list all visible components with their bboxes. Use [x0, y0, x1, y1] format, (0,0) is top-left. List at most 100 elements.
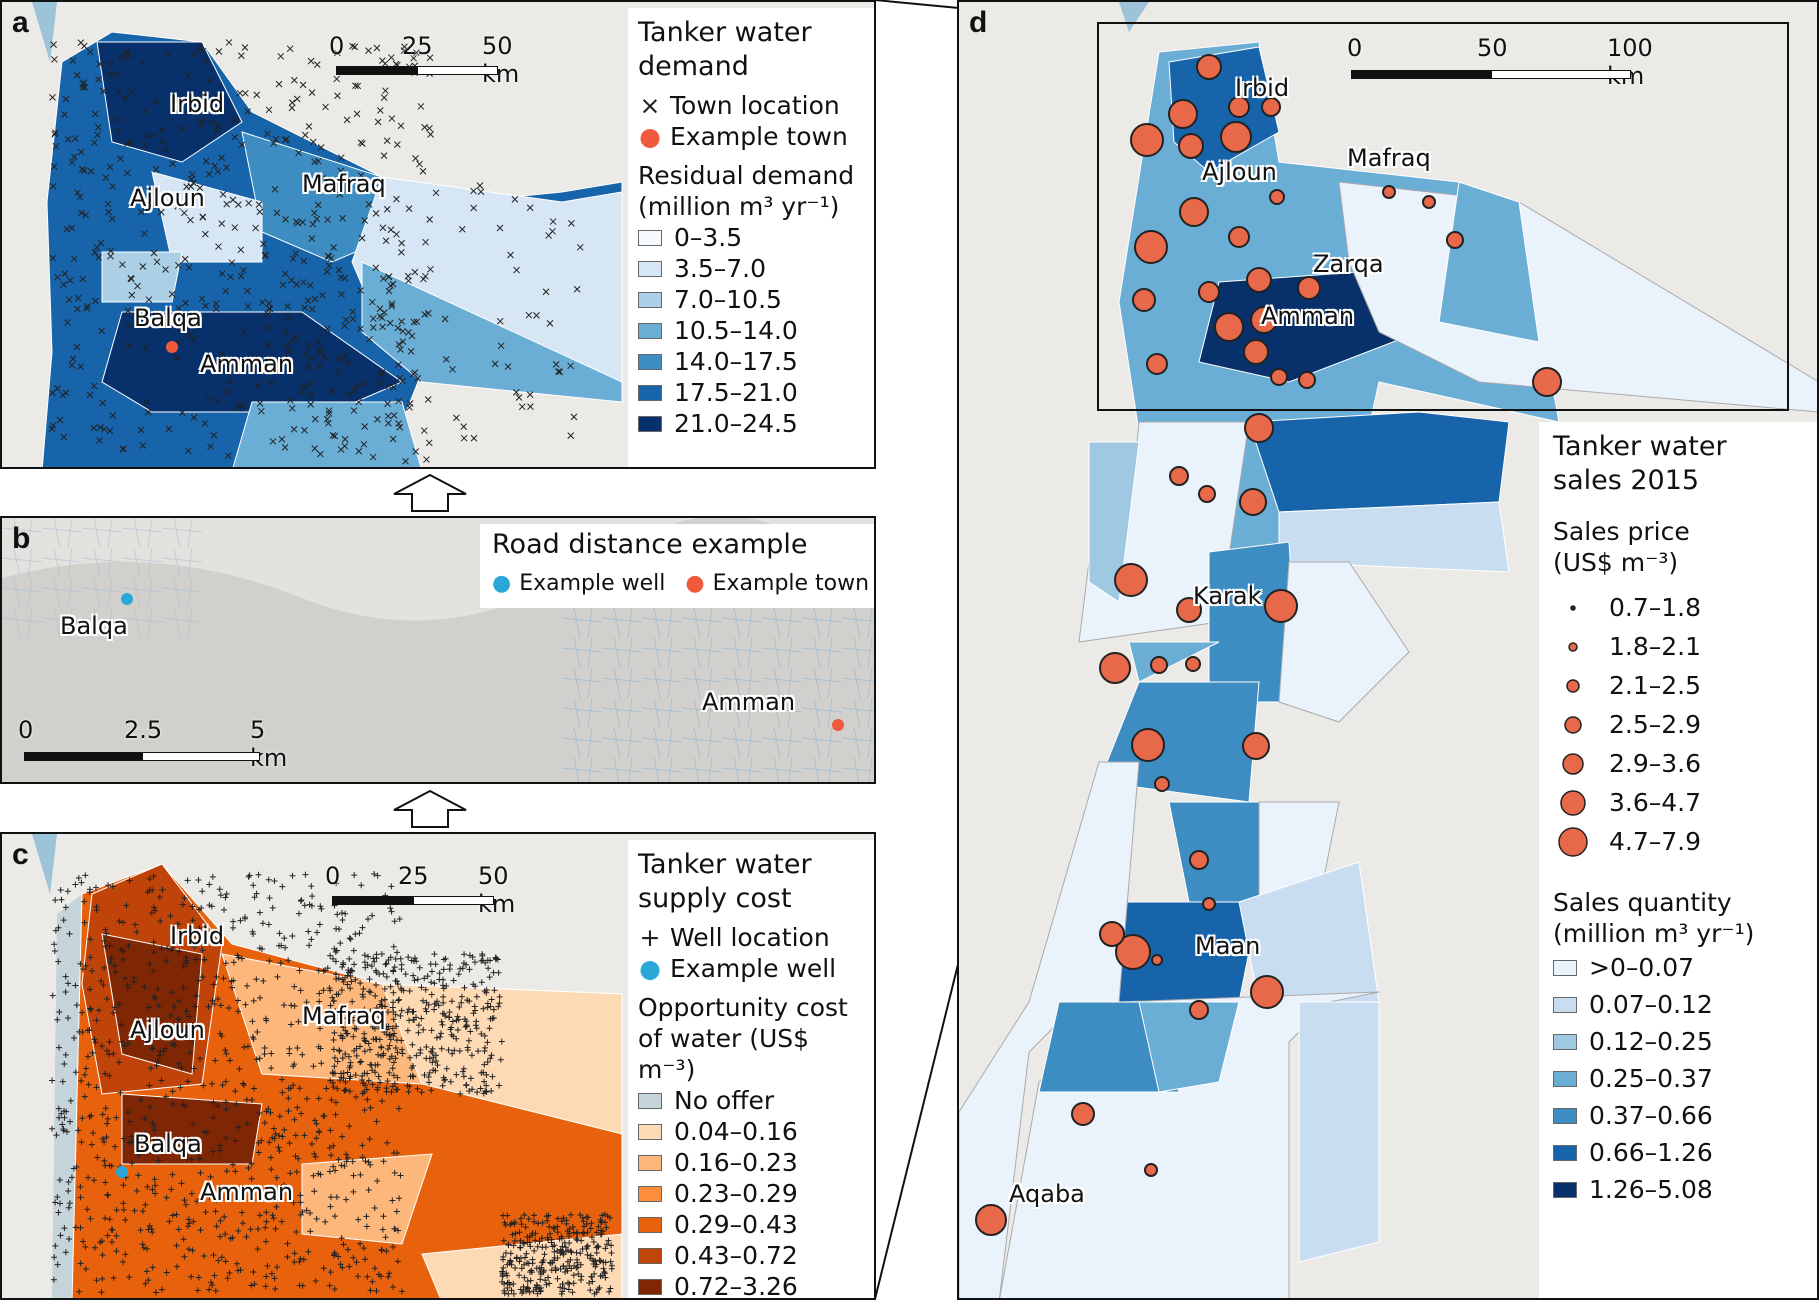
well-plus: [82, 872, 89, 879]
well-plus: [153, 1147, 160, 1154]
well-plus: [318, 905, 325, 912]
well-plus: [606, 1288, 613, 1295]
well-plus: [220, 975, 227, 982]
well-plus: [109, 883, 116, 890]
town-cross: [162, 266, 169, 273]
well-plus: [147, 1065, 154, 1072]
well-plus: [126, 1274, 133, 1281]
well-plus: [111, 1004, 118, 1011]
town-cross: [202, 57, 209, 65]
well-plus: [353, 1045, 360, 1052]
well-plus: [174, 921, 181, 928]
well-plus: [70, 1165, 77, 1172]
well-plus: [113, 1207, 120, 1214]
well-plus: [137, 1097, 144, 1103]
well-plus: [388, 908, 395, 915]
well-plus: [394, 1227, 401, 1234]
town-cross: [62, 95, 70, 103]
well-plus: [106, 1216, 113, 1223]
town-cross: [190, 179, 197, 187]
town-cross: [49, 254, 57, 262]
well-plus: [495, 969, 502, 976]
town-cross: [90, 382, 98, 390]
well-plus: [237, 917, 244, 924]
well-plus: [175, 1015, 182, 1022]
town-cross: [361, 217, 369, 224]
well-plus: [509, 1231, 516, 1238]
well-plus: [212, 1057, 219, 1064]
well-plus: [393, 1208, 400, 1215]
town-cross: [432, 189, 440, 197]
well-plus: [505, 1290, 512, 1297]
sales-price-circle: [1250, 306, 1278, 334]
well-plus: [526, 1289, 533, 1296]
well-plus: [199, 947, 206, 954]
well-plus: [391, 1225, 398, 1232]
well-plus: [513, 1254, 520, 1261]
well-plus: [587, 1252, 594, 1259]
town-cross: [63, 225, 71, 233]
town-cross: [386, 319, 394, 327]
well-plus: [79, 1009, 86, 1016]
scale-bar: 0 50 100 km: [1347, 34, 1653, 90]
well-plus: [276, 930, 283, 937]
well-plus: [339, 1055, 346, 1062]
town-cross: [237, 52, 245, 60]
well-plus: [414, 976, 421, 983]
town-cross: [397, 346, 404, 353]
town-cross: [139, 263, 147, 270]
well-plus: [464, 1047, 471, 1054]
well-plus: [487, 1055, 494, 1062]
well-plus: [456, 1004, 463, 1011]
well-plus: [392, 977, 399, 984]
well-plus: [300, 1256, 307, 1263]
town-cross: [388, 302, 396, 310]
well-plus: [245, 1165, 252, 1172]
well-plus: [468, 1052, 475, 1059]
town-cross: [337, 446, 345, 453]
well-plus: [213, 1196, 220, 1203]
well-plus: [380, 1213, 387, 1220]
well-plus: [124, 1109, 131, 1116]
well-plus: [262, 1283, 269, 1290]
legend-class-row: 17.5–21.0: [638, 377, 864, 408]
town-cross: [407, 348, 415, 355]
town-cross: [49, 422, 57, 429]
well-plus: [346, 1123, 353, 1130]
well-plus: [358, 1019, 365, 1026]
town-cross: [272, 135, 280, 143]
well-plus: [363, 1086, 370, 1093]
town-cross: [395, 420, 402, 427]
well-plus: [145, 1277, 152, 1284]
town-cross: [199, 47, 207, 55]
well-plus: [375, 1073, 382, 1080]
well-plus: [332, 958, 339, 965]
well-plus: [473, 1018, 480, 1025]
well-plus: [301, 1132, 308, 1139]
well-plus: [250, 997, 257, 1004]
well-plus: [334, 1058, 341, 1065]
well-plus: [378, 1044, 385, 1051]
town-cross: [207, 443, 214, 450]
well-plus: [350, 1254, 357, 1261]
town-cross: [282, 216, 289, 223]
well-plus: [564, 1267, 571, 1274]
well-plus: [522, 1254, 529, 1261]
price-class-label: 1.8–2.1: [1609, 632, 1702, 661]
well-plus: [254, 1246, 261, 1253]
panel-a-demand-map: a Irbid Ajloun Mafraq Balqa Amman 0 25 5…: [0, 0, 876, 469]
well-plus: [98, 978, 105, 985]
town-cross: [369, 453, 377, 461]
town-cross: [96, 437, 103, 444]
well-plus: [376, 1036, 383, 1043]
well-plus: [51, 948, 58, 955]
well-plus: [156, 1052, 163, 1059]
well-plus: [248, 1160, 255, 1167]
well-plus: [81, 1093, 88, 1100]
well-plus: [154, 1139, 161, 1146]
well-plus: [223, 1168, 230, 1175]
town-cross: [301, 304, 309, 312]
town-cross: [101, 425, 108, 433]
town-cross: [70, 255, 78, 263]
town-cross: [204, 395, 212, 402]
